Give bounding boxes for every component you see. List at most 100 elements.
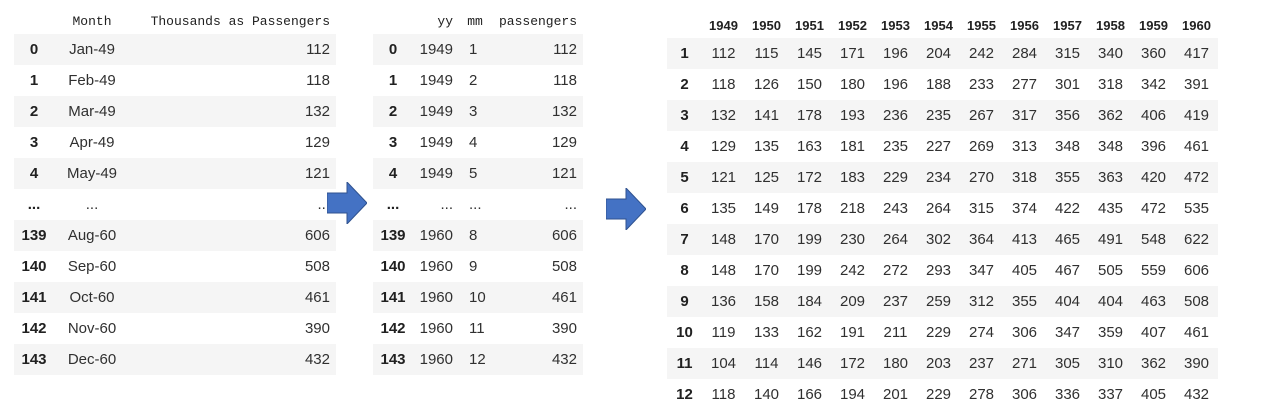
index-header (373, 9, 413, 34)
row-index: 2 (29, 103, 39, 120)
row-index: 1 (680, 45, 689, 62)
passengers-cell: 184 (796, 293, 823, 310)
passengers-cell: 235 (925, 107, 952, 124)
passengers-cell: 313 (1011, 138, 1038, 155)
passengers-cell: 203 (925, 355, 952, 372)
table-row: 3 Apr-49 129 (14, 127, 336, 158)
passengers-cell: 242 (839, 262, 866, 279)
passengers-cell: 472 (1183, 169, 1210, 186)
passengers-cell: 234 (925, 169, 952, 186)
passengers-cell: ... (564, 196, 577, 213)
month-cell: Feb-49 (68, 72, 116, 89)
yy-cell: 1960 (419, 227, 453, 244)
passengers-cell: 242 (968, 45, 995, 62)
passengers-cell: 230 (839, 231, 866, 248)
month-cell: Oct-60 (69, 289, 115, 306)
passengers-cell: 135 (753, 138, 780, 155)
row-index: 5 (680, 169, 689, 186)
passengers-cell: 463 (1140, 293, 1167, 310)
row-index: 1 (388, 72, 398, 89)
row-index: 0 (388, 41, 398, 58)
passengers-cell: 374 (1011, 200, 1038, 217)
yy-cell: 1949 (419, 134, 453, 151)
passengers-cell: 363 (1097, 169, 1124, 186)
passengers-cell: 178 (796, 107, 823, 124)
row-index: 4 (29, 165, 39, 182)
passengers-cell: 264 (925, 200, 952, 217)
right-arrow-icon (327, 182, 367, 224)
row-index: 6 (680, 200, 689, 217)
passengers-cell: 606 (1183, 262, 1210, 279)
mm-cell: 3 (469, 103, 478, 120)
row-index: 139 (21, 227, 47, 244)
row-index: ... (27, 196, 41, 213)
passengers-cell: 305 (1054, 355, 1081, 372)
row-index: 139 (380, 227, 406, 244)
passengers-cell: 508 (304, 258, 330, 275)
month-cell: Sep-60 (67, 258, 117, 275)
month-cell: Jan-49 (69, 41, 115, 58)
passengers-cell: 227 (925, 138, 952, 155)
yy-cell: ... (440, 196, 453, 213)
yy-cell: 1960 (419, 258, 453, 275)
passengers-cell: 121 (710, 169, 737, 186)
passengers-cell: 355 (1054, 169, 1081, 186)
yy-header: yy (437, 14, 453, 29)
passengers-cell: 172 (796, 169, 823, 186)
table-row: 139 1960 8 606 (373, 220, 583, 251)
passengers-cell: 302 (925, 231, 952, 248)
passengers-cell: 559 (1140, 262, 1167, 279)
passengers-cell: 301 (1054, 76, 1081, 93)
passengers-cell: 336 (1054, 386, 1081, 403)
table-row: 3 1949 4 129 (373, 127, 583, 158)
passengers-cell: 148 (710, 231, 737, 248)
passengers-cell: 188 (925, 76, 952, 93)
mm-cell: 5 (469, 165, 478, 182)
table-row: 12 118 140 166 194 201 229 278 306 336 337 405 432 (667, 379, 1218, 410)
passengers-cell: 104 (710, 355, 737, 372)
passengers-cell: 472 (1140, 200, 1167, 217)
passengers-cell: 317 (1011, 107, 1038, 124)
table-row: 2 Mar-49 132 (14, 96, 336, 127)
year-header: 1960 (1182, 18, 1211, 33)
passengers-cell: 209 (839, 293, 866, 310)
passengers-cell: 548 (1140, 231, 1167, 248)
passengers-cell: 390 (551, 320, 577, 337)
passengers-cell: 118 (711, 386, 736, 403)
row-index: 9 (680, 293, 689, 310)
table-row: 141 1960 10 461 (373, 282, 583, 313)
passengers-cell: 274 (968, 324, 995, 341)
mm-cell: 11 (469, 320, 485, 337)
passengers-cell: 417 (1183, 45, 1210, 62)
year-header: 1951 (795, 18, 824, 33)
passengers-cell: 306 (1011, 386, 1038, 403)
passengers-cell: 432 (551, 351, 577, 368)
passengers-cell: 129 (304, 134, 330, 151)
month-cell: Aug-60 (67, 227, 117, 244)
right-arrow-icon (606, 188, 646, 230)
row-index: 2 (680, 76, 689, 93)
passengers-cell: 348 (1097, 138, 1124, 155)
yy-cell: 1949 (419, 72, 453, 89)
passengers-cell: 170 (753, 231, 780, 248)
passengers-cell: 112 (711, 45, 736, 62)
table-row: 142 1960 11 390 (373, 313, 583, 344)
passengers-cell: 132 (304, 103, 330, 120)
row-index: 141 (380, 289, 406, 306)
month-cell: Nov-60 (67, 320, 117, 337)
passengers-cell: 121 (304, 165, 330, 182)
passengers-cell: 391 (1183, 76, 1210, 93)
row-index: 0 (29, 41, 39, 58)
passengers-cell: 606 (304, 227, 330, 244)
row-index: 142 (380, 320, 406, 337)
passengers-cell: 315 (1054, 45, 1081, 62)
passengers-cell: 180 (882, 355, 909, 372)
passengers-cell: 194 (839, 386, 866, 403)
passengers-cell: 404 (1054, 293, 1081, 310)
passengers-cell: 140 (753, 386, 780, 403)
passengers-cell: 118 (306, 72, 330, 89)
mm-cell: 2 (469, 72, 478, 89)
passengers-cell: 112 (553, 41, 577, 58)
table-row: ......... (14, 189, 336, 220)
passengers-cell: 149 (753, 200, 780, 217)
